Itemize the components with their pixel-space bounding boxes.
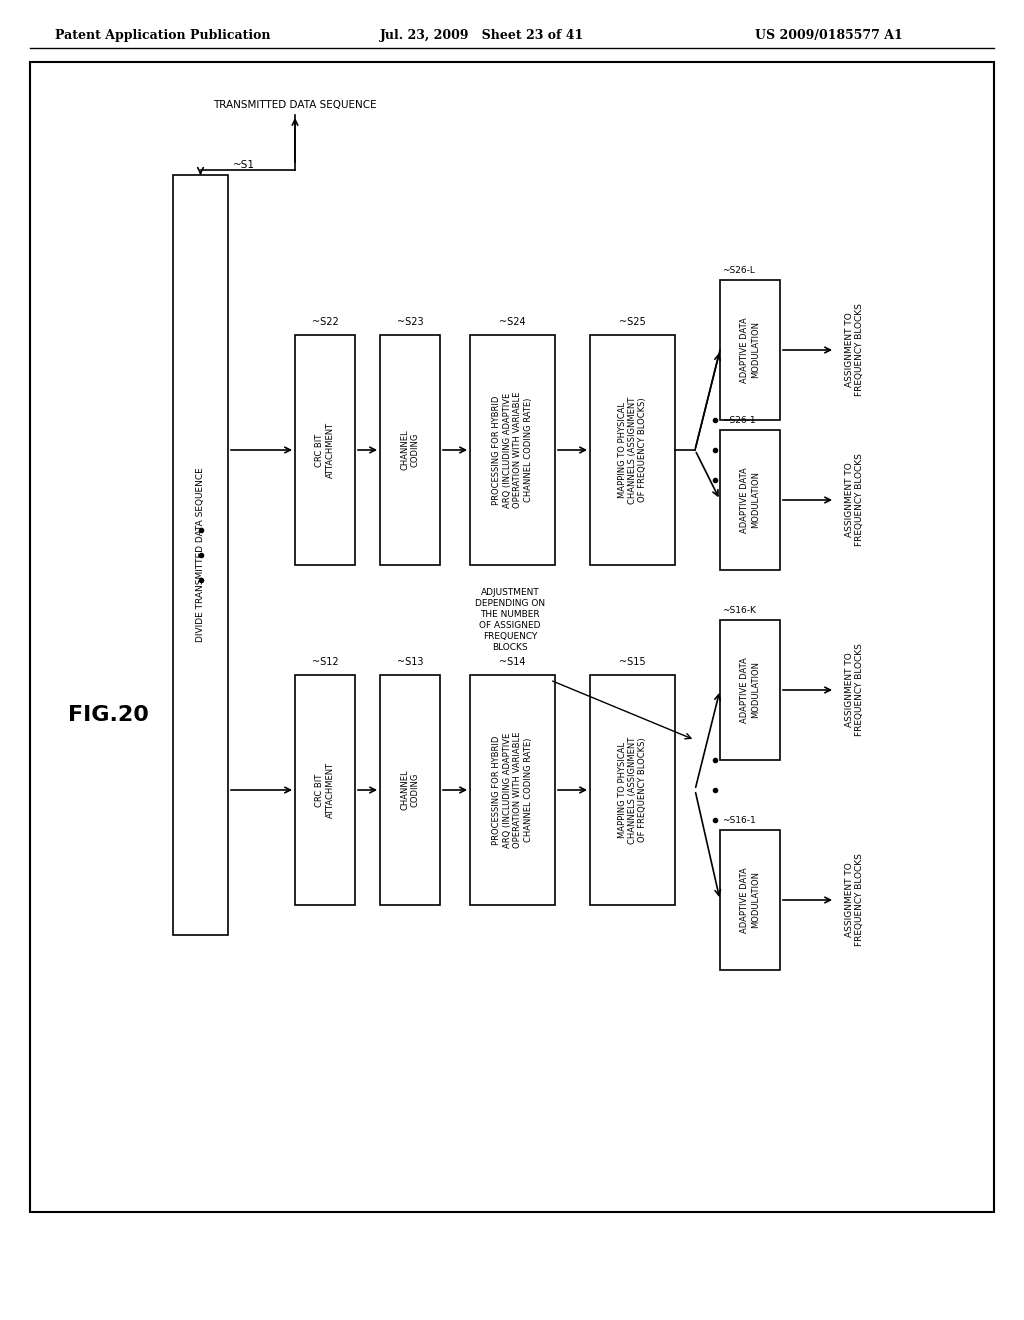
Text: ADAPTIVE DATA
MODULATION: ADAPTIVE DATA MODULATION (740, 317, 760, 383)
Text: ~S23: ~S23 (396, 317, 423, 327)
Text: ASSIGNMENT TO
FREQUENCY BLOCKS: ASSIGNMENT TO FREQUENCY BLOCKS (845, 304, 864, 396)
Text: ~S16-1: ~S16-1 (722, 816, 756, 825)
Text: ~S1: ~S1 (233, 160, 255, 170)
Text: ~S13: ~S13 (396, 657, 423, 667)
Bar (470, 335, 555, 565)
Bar (295, 335, 355, 565)
Text: TRANSMITTED DATA SEQUENCE: TRANSMITTED DATA SEQUENCE (213, 100, 377, 110)
Text: ~S26-L: ~S26-L (722, 267, 755, 275)
Bar (173, 176, 228, 935)
Text: Jul. 23, 2009   Sheet 23 of 41: Jul. 23, 2009 Sheet 23 of 41 (380, 29, 585, 41)
Text: ADAPTIVE DATA
MODULATION: ADAPTIVE DATA MODULATION (740, 467, 760, 533)
Text: ADJUSTMENT
DEPENDING ON
THE NUMBER
OF ASSIGNED
FREQUENCY
BLOCKS: ADJUSTMENT DEPENDING ON THE NUMBER OF AS… (475, 587, 545, 652)
Text: CRC BIT
ATTACHMENT: CRC BIT ATTACHMENT (315, 422, 335, 478)
Text: MAPPING TO PHYSICAL
CHANNELS (ASSIGNMENT
OF FREQUENCY BLOCKS): MAPPING TO PHYSICAL CHANNELS (ASSIGNMENT… (617, 396, 647, 504)
Text: ~S25: ~S25 (620, 317, 646, 327)
Text: ~S16-K: ~S16-K (722, 606, 756, 615)
Bar (295, 675, 355, 906)
Text: ~S12: ~S12 (311, 657, 338, 667)
Text: ADAPTIVE DATA
MODULATION: ADAPTIVE DATA MODULATION (740, 657, 760, 723)
Bar (720, 620, 780, 760)
Text: ADAPTIVE DATA
MODULATION: ADAPTIVE DATA MODULATION (740, 867, 760, 933)
Bar (720, 830, 780, 970)
Text: ~S26-1: ~S26-1 (722, 416, 756, 425)
Text: ASSIGNMENT TO
FREQUENCY BLOCKS: ASSIGNMENT TO FREQUENCY BLOCKS (845, 854, 864, 946)
Bar (590, 675, 675, 906)
Text: FIG.20: FIG.20 (68, 705, 148, 725)
Text: US 2009/0185577 A1: US 2009/0185577 A1 (755, 29, 903, 41)
Text: MAPPING TO PHYSICAL
CHANNELS (ASSIGNMENT
OF FREQUENCY BLOCKS): MAPPING TO PHYSICAL CHANNELS (ASSIGNMENT… (617, 737, 647, 843)
Bar (590, 335, 675, 565)
Text: Patent Application Publication: Patent Application Publication (55, 29, 270, 41)
Text: PROCESSING FOR HYBRID
ARQ (INCLUDING ADAPTIVE
OPERATION WITH VARIABLE
CHANNEL CO: PROCESSING FOR HYBRID ARQ (INCLUDING ADA… (493, 731, 532, 849)
Text: ~S14: ~S14 (500, 657, 525, 667)
Text: CRC BIT
ATTACHMENT: CRC BIT ATTACHMENT (315, 762, 335, 818)
Text: ~S22: ~S22 (311, 317, 338, 327)
Text: PROCESSING FOR HYBRID
ARQ (INCLUDING ADAPTIVE
OPERATION WITH VARIABLE
CHANNEL CO: PROCESSING FOR HYBRID ARQ (INCLUDING ADA… (493, 392, 532, 508)
Bar (470, 675, 555, 906)
Text: DIVIDE TRANSMITTED DATA SEQUENCE: DIVIDE TRANSMITTED DATA SEQUENCE (196, 467, 205, 643)
Bar (30, 62, 994, 1212)
Text: CHANNEL
CODING: CHANNEL CODING (400, 430, 420, 470)
Bar (720, 430, 780, 570)
Text: ~S24: ~S24 (499, 317, 525, 327)
Text: ~S15: ~S15 (620, 657, 646, 667)
Bar (380, 335, 440, 565)
Text: CHANNEL
CODING: CHANNEL CODING (400, 770, 420, 810)
Bar (380, 675, 440, 906)
Text: ASSIGNMENT TO
FREQUENCY BLOCKS: ASSIGNMENT TO FREQUENCY BLOCKS (845, 644, 864, 737)
Bar (720, 280, 780, 420)
Text: ASSIGNMENT TO
FREQUENCY BLOCKS: ASSIGNMENT TO FREQUENCY BLOCKS (845, 454, 864, 546)
